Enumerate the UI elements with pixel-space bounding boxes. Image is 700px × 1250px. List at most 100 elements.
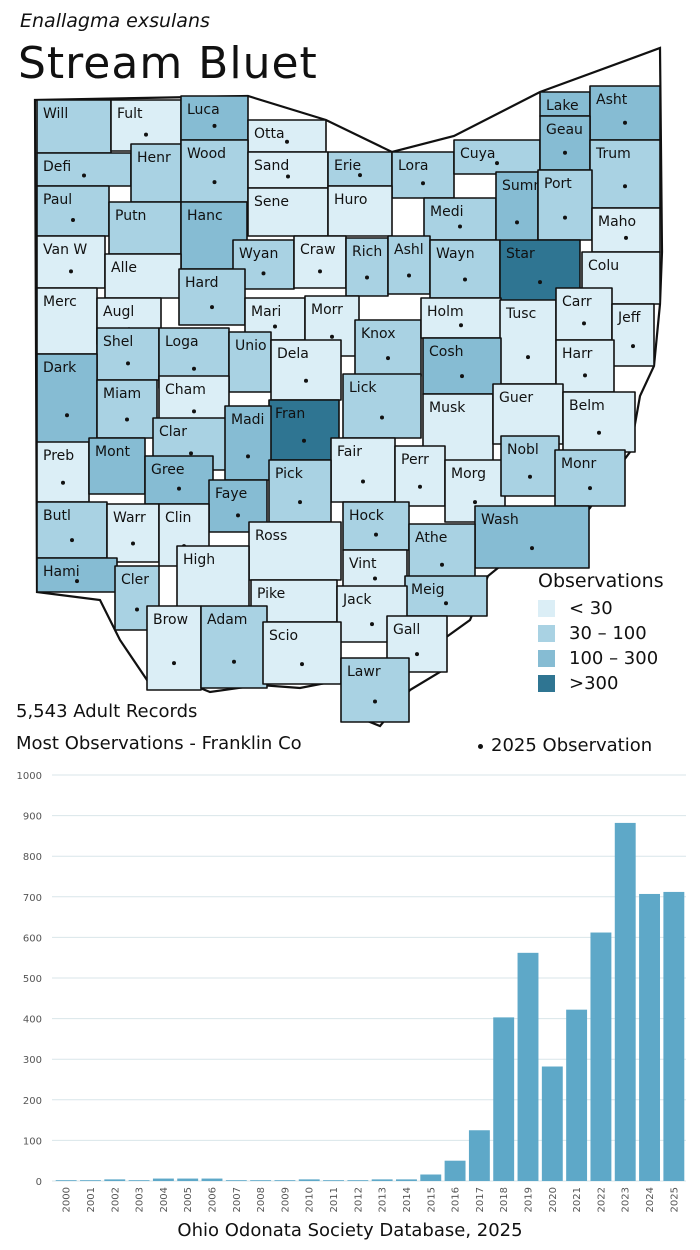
county-label: Ross: [255, 528, 287, 544]
y-tick-label: 1000: [17, 771, 42, 782]
county-label: Fult: [117, 106, 143, 122]
county-luca: [180, 95, 249, 141]
county-miam: [96, 379, 158, 439]
bar-2010: [298, 1179, 320, 1181]
county-label: Rich: [352, 244, 382, 260]
county-gree: [144, 455, 214, 505]
y-tick-label: 800: [23, 852, 42, 863]
observation-2025-dot: [144, 132, 148, 137]
county-label: Knox: [361, 326, 395, 342]
county-label: Mont: [95, 444, 131, 460]
observation-2025-dot: [189, 451, 193, 456]
bar-2023: [614, 822, 636, 1181]
observation-2025-dot: [135, 607, 139, 612]
observation-2025-dot: [380, 415, 384, 420]
county-label: Dela: [277, 346, 309, 362]
observation-2025-dot: [460, 374, 464, 379]
x-tick-label: 2014: [402, 1187, 413, 1212]
x-tick-label: 2002: [110, 1187, 121, 1212]
observation-2025-dot: [473, 500, 477, 505]
county-label: Augl: [103, 304, 134, 320]
county-label: Musk: [429, 400, 466, 416]
county-label: Trum: [595, 146, 631, 162]
county-cuya: [453, 139, 541, 175]
x-tick-label: 2000: [62, 1187, 73, 1212]
observation-2025-dot: [415, 652, 419, 657]
bar-2011: [323, 1180, 344, 1181]
legend: Observations < 30 30 – 100 100 – 300 >30…: [538, 570, 664, 696]
x-tick-label: 2012: [353, 1187, 364, 1212]
observation-2025-dot: [495, 161, 499, 166]
county-label: Star: [506, 246, 535, 262]
county-label: Warr: [113, 510, 146, 526]
x-tick-label: 2020: [548, 1187, 559, 1212]
observation-2025-dot: [192, 366, 196, 371]
county-label: Clar: [159, 424, 187, 440]
source-note: Ohio Odonata Society Database, 2025: [177, 1220, 523, 1241]
observation-2025-dot: [212, 180, 217, 185]
county-label: High: [183, 552, 215, 568]
legend-title: Observations: [538, 570, 664, 592]
county-label: Wash: [481, 512, 519, 528]
county-dark: [36, 353, 98, 445]
observation-2025-dot: [358, 173, 362, 178]
y-tick-label: 400: [23, 1015, 42, 1026]
county-label: Henr: [137, 150, 171, 166]
county-label: Sene: [254, 194, 289, 210]
bar-2016: [444, 1160, 466, 1181]
county-label: Loga: [165, 334, 199, 350]
county-ross: [248, 521, 342, 581]
x-tick-label: 2015: [426, 1187, 437, 1212]
county-label: Hock: [349, 508, 385, 524]
county-label: Athe: [415, 530, 447, 546]
county-label: Madi: [231, 412, 264, 428]
county-madi: [224, 405, 272, 481]
x-tick-label: 2004: [159, 1187, 170, 1212]
bar-2022: [590, 932, 612, 1181]
county-label: Gree: [151, 462, 185, 478]
county-guer: [492, 383, 564, 445]
county-label: Faye: [215, 486, 247, 502]
county-wash: [474, 505, 590, 569]
bar-2015: [420, 1174, 442, 1181]
county-huro: [327, 185, 393, 237]
county-dela: [270, 339, 342, 401]
county-butl: [36, 501, 108, 559]
observation-marker-label: 2025 Observation: [491, 735, 653, 756]
county-label: Lora: [398, 158, 428, 174]
legend-item: 30 – 100: [538, 621, 664, 646]
bar-2020: [541, 1066, 563, 1181]
observation-2025-dot: [623, 184, 627, 189]
legend-label: < 30: [569, 598, 613, 619]
observation-2025-dot: [440, 562, 444, 567]
county-perr: [394, 445, 446, 507]
county-preb: [36, 441, 90, 503]
y-tick-label: 600: [23, 933, 42, 944]
county-label: Preb: [43, 448, 74, 464]
observation-2025-dot: [530, 546, 534, 551]
x-tick-label: 2023: [621, 1187, 632, 1212]
observation-2025-dot: [330, 334, 334, 339]
county-scio: [262, 621, 342, 685]
county-high: [176, 545, 250, 613]
county-label: Ashl: [394, 242, 424, 258]
x-tick-label: 2013: [378, 1187, 389, 1212]
county-label: Port: [544, 176, 572, 192]
observation-2025-dot: [131, 541, 135, 546]
county-label: Wayn: [436, 246, 475, 262]
county-port: [537, 169, 593, 241]
observation-2025-dot: [624, 235, 628, 240]
observation-2025-dot: [597, 430, 601, 435]
legend-label: 100 – 300: [569, 648, 659, 669]
county-label: Jack: [342, 592, 372, 608]
bar-2024: [639, 893, 660, 1181]
observation-2025-dot: [582, 321, 586, 326]
bar-2001: [80, 1180, 101, 1181]
observation-2025-dot: [386, 356, 390, 361]
observation-2025-dot: [444, 601, 448, 606]
observation-2025-dot: [300, 662, 304, 667]
y-tick-label: 900: [23, 812, 42, 823]
county-label: Maho: [598, 214, 636, 230]
x-tick-label: 2019: [524, 1187, 535, 1212]
y-tick-label: 0: [36, 1177, 42, 1188]
